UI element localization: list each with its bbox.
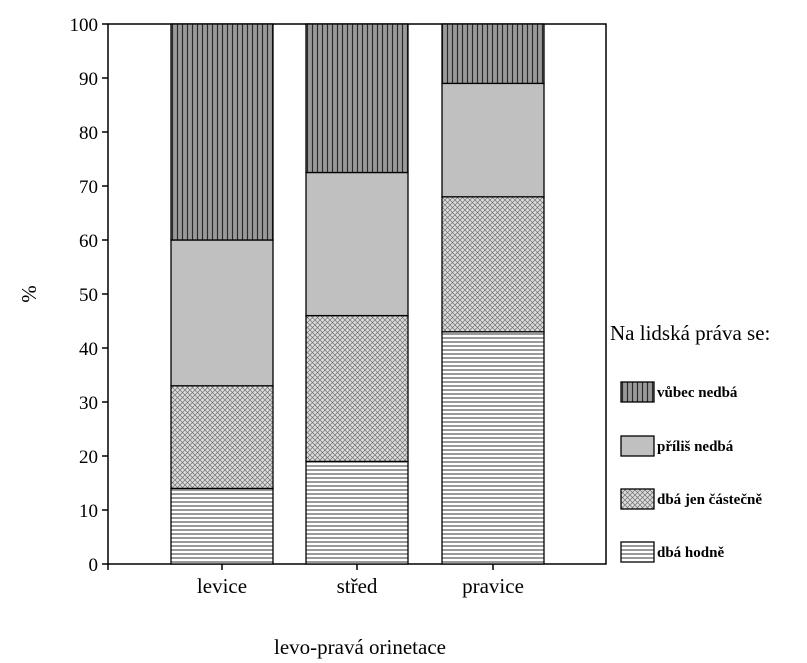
y-tick-label: 50 [79, 285, 98, 306]
y-tick-label: 90 [79, 69, 98, 90]
y-tick-label: 0 [89, 555, 99, 576]
legend-swatch-prilis-nedba [620, 435, 655, 457]
y-tick-label: 70 [79, 177, 98, 198]
legend: Na lidská práva se: vůbec nedbá příliš ne… [610, 321, 770, 563]
y-tick-label: 40 [79, 339, 98, 360]
bar-segment-pravice-dba-hodne [441, 331, 545, 565]
bar-segment-pravice-dba-jen-castecne [441, 196, 545, 333]
y-tick-label: 10 [79, 501, 98, 522]
bars-group [170, 23, 545, 565]
bar-segment-levice-dba-jen-castecne [170, 385, 274, 490]
y-tick-label: 30 [79, 393, 98, 414]
bar-segment-pravice-vubec-nedba [441, 23, 545, 85]
bar-segment-stred-vubec-nedba [305, 23, 409, 174]
bar-segment-stred-prilis-nedba [305, 171, 409, 317]
bar-segment-stred-dba-jen-castecne [305, 314, 409, 463]
x-axis-title: levo-pravá orinetace [274, 635, 446, 659]
x-tick-label-stred: střed [337, 574, 378, 598]
y-axis: 0 10 20 30 40 50 60 70 80 90 100 [70, 15, 108, 576]
bar-segment-stred-dba-hodne [305, 460, 409, 565]
y-tick-label: 60 [79, 231, 98, 252]
y-tick-label: 100 [70, 15, 99, 36]
legend-label-dba-jen-castecne: dbá jen částečně [657, 492, 762, 508]
legend-swatch-dba-jen-castecne [620, 488, 655, 510]
bar-segment-levice-prilis-nedba [170, 239, 274, 387]
x-tick-label-pravice: pravice [462, 574, 524, 598]
legend-label-vubec-nedba: vůbec nedbá [657, 385, 738, 401]
bar-segment-pravice-prilis-nedba [441, 82, 545, 198]
y-tick-label: 80 [79, 123, 98, 144]
x-tick-label-levice: levice [197, 574, 247, 598]
legend-label-dba-hodne: dbá hodně [657, 545, 724, 561]
legend-label-prilis-nedba: příliš nedbá [657, 439, 734, 455]
bar-segment-levice-dba-hodne [170, 487, 274, 565]
y-axis-title: % [17, 285, 41, 303]
y-tick-label: 20 [79, 447, 98, 468]
bar-segment-levice-vubec-nedba [170, 23, 274, 241]
legend-swatch-dba-hodne [620, 541, 655, 563]
x-axis: levice střed pravice [107, 564, 524, 598]
legend-swatch-vubec-nedba [620, 381, 655, 403]
legend-title: Na lidská práva se: [610, 321, 770, 345]
